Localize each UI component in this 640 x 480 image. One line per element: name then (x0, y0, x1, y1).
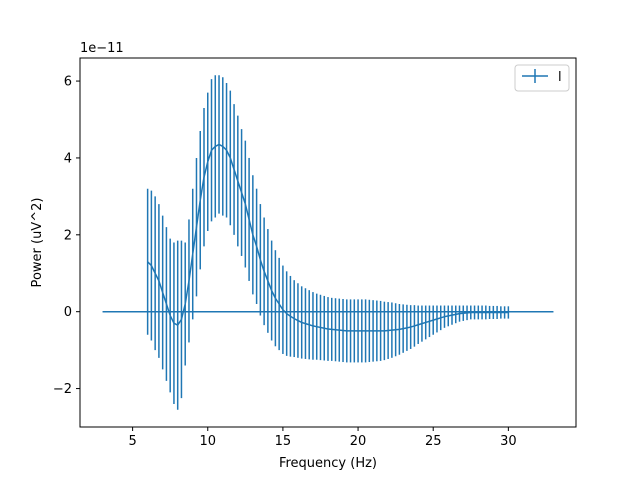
y-tick-label: 2 (64, 228, 72, 243)
y-tick-label: −2 (53, 382, 72, 397)
axes-frame (79, 57, 577, 428)
plot-area (102, 75, 554, 410)
y-tick-label: 6 (64, 75, 72, 90)
legend-box (514, 64, 570, 92)
x-tick-label: 30 (500, 434, 517, 449)
x-axis-label: Frequency (Hz) (279, 456, 377, 471)
legend-label: l (558, 70, 562, 85)
x-tick-label: 10 (199, 434, 216, 449)
y-tick-label: 4 (64, 151, 72, 166)
x-tick-label: 25 (425, 434, 442, 449)
x-tick-label: 15 (275, 434, 292, 449)
x-tick-label: 20 (350, 434, 367, 449)
legend: l (514, 64, 570, 92)
y-axis-ticks: −2 0 2 4 6 (53, 75, 80, 397)
y-axis-label: Power (uV^2) (30, 198, 45, 288)
series-line (147, 143, 509, 332)
y-tick-label: 0 (64, 305, 72, 320)
x-axis-ticks: 5 10 15 20 25 30 (128, 427, 517, 449)
y-offset-text: 1e−11 (80, 41, 124, 56)
x-tick-label: 5 (128, 434, 136, 449)
